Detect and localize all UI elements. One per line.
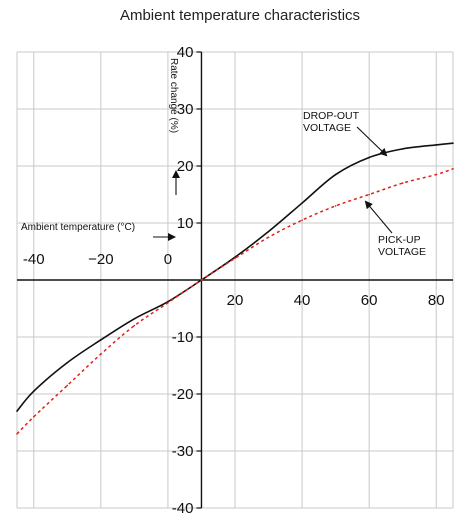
data-point — [200, 279, 203, 281]
x-tick-label: 20 — [227, 292, 244, 309]
data-point — [401, 182, 404, 184]
x-tick-label: 80 — [428, 292, 445, 309]
data-point — [16, 433, 18, 435]
data-point — [435, 173, 438, 176]
y-tick-label: 40 — [177, 44, 194, 61]
y-tick-label: -10 — [172, 329, 194, 346]
data-point — [100, 353, 102, 355]
data-point — [435, 144, 438, 146]
x-tick-label: −20 — [88, 251, 113, 268]
data-point — [452, 142, 454, 144]
data-point — [167, 302, 169, 304]
data-point — [452, 168, 454, 170]
x-tick-label: 40 — [294, 292, 311, 309]
data-point — [401, 148, 404, 150]
data-point — [16, 410, 18, 412]
annotation-pickup-line1: PICK-UP — [378, 234, 421, 246]
data-point — [368, 193, 370, 196]
series-layer — [16, 142, 454, 435]
data-point — [368, 156, 370, 159]
x-tick-label: 60 — [361, 292, 378, 309]
y-tick-label: 10 — [177, 215, 194, 232]
x-tick-label: -40 — [23, 251, 45, 268]
annotation-dropout-line2: VOLTAGE — [303, 122, 351, 134]
annotation-dropout-arrow — [356, 126, 388, 157]
data-point — [301, 219, 303, 221]
data-point — [234, 256, 236, 259]
data-point — [301, 202, 303, 204]
data-point — [234, 257, 236, 260]
annotation-pickup-line2: VOLTAGE — [378, 246, 426, 258]
y-axis-label: Rate change (%) — [168, 58, 179, 133]
data-point — [267, 230, 270, 233]
data-point — [66, 361, 69, 364]
data-point — [133, 317, 136, 320]
data-point — [32, 416, 35, 418]
x-axis-label: Ambient temperature (°C) — [21, 222, 135, 233]
y-tick-label: -40 — [172, 500, 194, 513]
labels-layer: 40 30 20 10 -10 -20 -30 -40 -40 −20 0 20 40 60 80 Ambie… — [21, 44, 445, 513]
x-tick-label: 0 — [164, 251, 172, 268]
y-tick-label: -20 — [172, 386, 194, 403]
y-tick-label: 20 — [177, 158, 194, 175]
data-point — [167, 300, 169, 303]
y-tick-label: 30 — [177, 101, 194, 118]
chart-title: Ambient temperature characteristics — [120, 7, 360, 24]
data-point — [334, 173, 337, 176]
y-tick-label: -30 — [172, 443, 194, 460]
data-point — [133, 324, 136, 327]
data-point — [66, 384, 69, 387]
data-point — [32, 390, 35, 392]
data-point — [100, 339, 102, 341]
annotation-dropout-line1: DROP-OUT — [303, 110, 360, 122]
data-point — [267, 236, 270, 239]
annotation-pickup-arrow — [364, 200, 393, 234]
data-point — [334, 205, 337, 207]
